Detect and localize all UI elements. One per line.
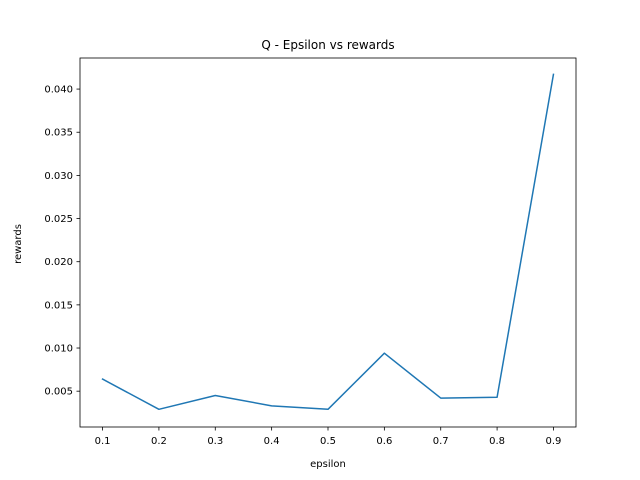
plot-area: 0.1 0.2 0.3 0.4 0.5 0.6 0.7 0.8 0.9 0.005 0.010 0.0… <box>44 57 577 447</box>
x-tick-label: 0.3 <box>207 436 223 447</box>
y-tick-label: 0.015 <box>44 300 73 311</box>
y-tick-label: 0.040 <box>44 85 73 96</box>
x-tick-label: 0.1 <box>95 436 111 447</box>
chart-title: Q - Epsilon vs rewards <box>261 38 394 52</box>
x-tick-label: 0.5 <box>320 436 336 447</box>
y-tick-label: 0.035 <box>44 128 73 139</box>
series-line <box>101 73 555 411</box>
x-tick-label: 0.9 <box>546 436 562 447</box>
x-tick-label: 0.2 <box>151 436 167 447</box>
y-tick-label: 0.010 <box>44 344 73 355</box>
y-tick-label: 0.020 <box>44 257 73 268</box>
x-axis-label: epsilon <box>310 459 346 470</box>
y-tick-label: 0.005 <box>44 387 73 398</box>
y-tick-label: 0.030 <box>44 171 73 182</box>
y-axis-label: rewards <box>13 224 24 264</box>
x-tick-label: 0.4 <box>264 436 280 447</box>
x-tick-label: 0.8 <box>489 436 505 447</box>
x-tick-label: 0.7 <box>433 436 449 447</box>
y-tick-label: 0.025 <box>44 214 73 225</box>
x-tick-label: 0.6 <box>376 436 392 447</box>
